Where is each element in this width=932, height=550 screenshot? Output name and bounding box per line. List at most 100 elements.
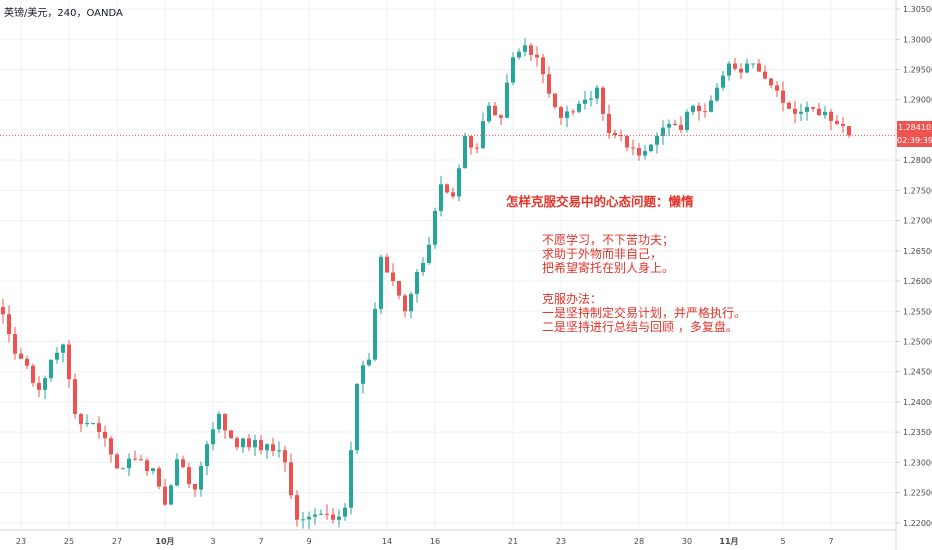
price-tick-label: 1.24000 bbox=[903, 398, 932, 407]
candle-body bbox=[595, 87, 599, 99]
candle bbox=[301, 511, 305, 529]
time-axis[interactable]: 23 25 27 10月 3 7 9 14 16 21 23 28 30 11月 5 7 bbox=[16, 537, 834, 546]
candle-body bbox=[289, 462, 293, 496]
candle-body bbox=[541, 57, 545, 75]
candle bbox=[367, 353, 371, 367]
candle bbox=[175, 453, 179, 487]
time-tick-label: 16 bbox=[430, 537, 440, 546]
candle bbox=[55, 347, 59, 364]
candle-body bbox=[121, 468, 125, 470]
candle bbox=[487, 101, 491, 124]
candle bbox=[409, 291, 413, 319]
candle bbox=[265, 443, 269, 459]
price-tick-label: 1.28000 bbox=[903, 156, 932, 165]
time-tick-label: 7 bbox=[828, 537, 833, 546]
candle bbox=[13, 326, 17, 360]
candle-body bbox=[271, 444, 275, 452]
candle-body bbox=[373, 308, 377, 360]
candle-body bbox=[739, 68, 743, 73]
symbol-label[interactable]: 英镑/美元，240，OANDA bbox=[4, 8, 123, 19]
candle bbox=[169, 483, 173, 505]
candle bbox=[781, 81, 785, 112]
candle bbox=[643, 145, 647, 160]
candle-body bbox=[7, 314, 11, 335]
candle bbox=[493, 101, 497, 116]
candle bbox=[793, 100, 797, 124]
candle bbox=[685, 109, 689, 133]
candle bbox=[445, 183, 449, 194]
candle bbox=[109, 435, 113, 463]
candle-body bbox=[295, 495, 299, 520]
candle-body bbox=[685, 111, 689, 130]
candle bbox=[589, 90, 593, 107]
candle bbox=[283, 445, 287, 472]
candle bbox=[745, 58, 749, 74]
candle bbox=[187, 462, 191, 489]
candle-body bbox=[13, 334, 17, 354]
candle-body bbox=[355, 383, 359, 451]
candle-body bbox=[307, 516, 311, 520]
candle-body bbox=[229, 430, 233, 439]
candle-body bbox=[331, 514, 335, 520]
time-tick-label: 10月 bbox=[155, 537, 174, 546]
price-tick-label: 1.26000 bbox=[903, 277, 932, 286]
candle bbox=[505, 74, 509, 119]
candle-body bbox=[655, 135, 659, 145]
candle bbox=[37, 376, 41, 397]
candle-body bbox=[247, 438, 251, 448]
candle bbox=[319, 509, 323, 516]
candle bbox=[529, 43, 533, 61]
time-tick-label: 14 bbox=[382, 537, 392, 546]
candle bbox=[349, 441, 353, 515]
candle bbox=[43, 375, 47, 400]
candle-body bbox=[241, 438, 245, 448]
candle bbox=[211, 422, 215, 451]
candle bbox=[7, 305, 11, 343]
candle-body bbox=[151, 468, 155, 472]
candle-body bbox=[49, 359, 53, 379]
candle bbox=[103, 425, 107, 447]
time-tick-label: 28 bbox=[634, 537, 644, 546]
candle-body bbox=[349, 450, 353, 508]
candle-body bbox=[427, 244, 431, 263]
candle-body bbox=[811, 107, 815, 109]
candle-body bbox=[19, 353, 23, 359]
candle-body bbox=[583, 99, 587, 104]
candle bbox=[163, 478, 167, 506]
candle bbox=[829, 108, 833, 131]
candle-body bbox=[439, 184, 443, 211]
candle-body bbox=[733, 63, 737, 69]
candle-body bbox=[301, 519, 305, 521]
candle bbox=[49, 359, 53, 382]
candle-body bbox=[805, 107, 809, 112]
candle bbox=[289, 453, 293, 500]
annotation-spacer bbox=[542, 275, 746, 292]
price-tick-label: 1.29500 bbox=[903, 66, 932, 75]
candle bbox=[607, 104, 611, 139]
candle bbox=[139, 454, 143, 461]
candle bbox=[763, 65, 767, 80]
annotation-line: 一是坚持制定交易计划，并严格执行。 bbox=[542, 306, 747, 320]
candle bbox=[739, 63, 743, 79]
candle bbox=[25, 355, 29, 370]
candle bbox=[775, 81, 779, 98]
price-axis[interactable]: 1.22000 1.22500 1.23000 1.23500 1.24000 1.245… bbox=[896, 5, 932, 528]
candle-body bbox=[313, 514, 317, 517]
candle bbox=[481, 112, 485, 150]
candle bbox=[847, 125, 851, 138]
candle-body bbox=[601, 87, 605, 114]
price-tick-label: 1.30000 bbox=[903, 35, 932, 44]
candle-body bbox=[127, 458, 131, 469]
candle-body bbox=[433, 210, 437, 245]
candle bbox=[565, 105, 569, 128]
time-tick-label: 9 bbox=[306, 537, 311, 546]
candle bbox=[121, 467, 125, 470]
candlestick-series bbox=[1, 38, 851, 529]
candle bbox=[433, 207, 437, 249]
candle-body bbox=[319, 513, 323, 515]
candle-body bbox=[649, 144, 653, 152]
candle bbox=[679, 116, 683, 134]
candle-body bbox=[691, 105, 695, 112]
candle-body bbox=[775, 85, 779, 91]
